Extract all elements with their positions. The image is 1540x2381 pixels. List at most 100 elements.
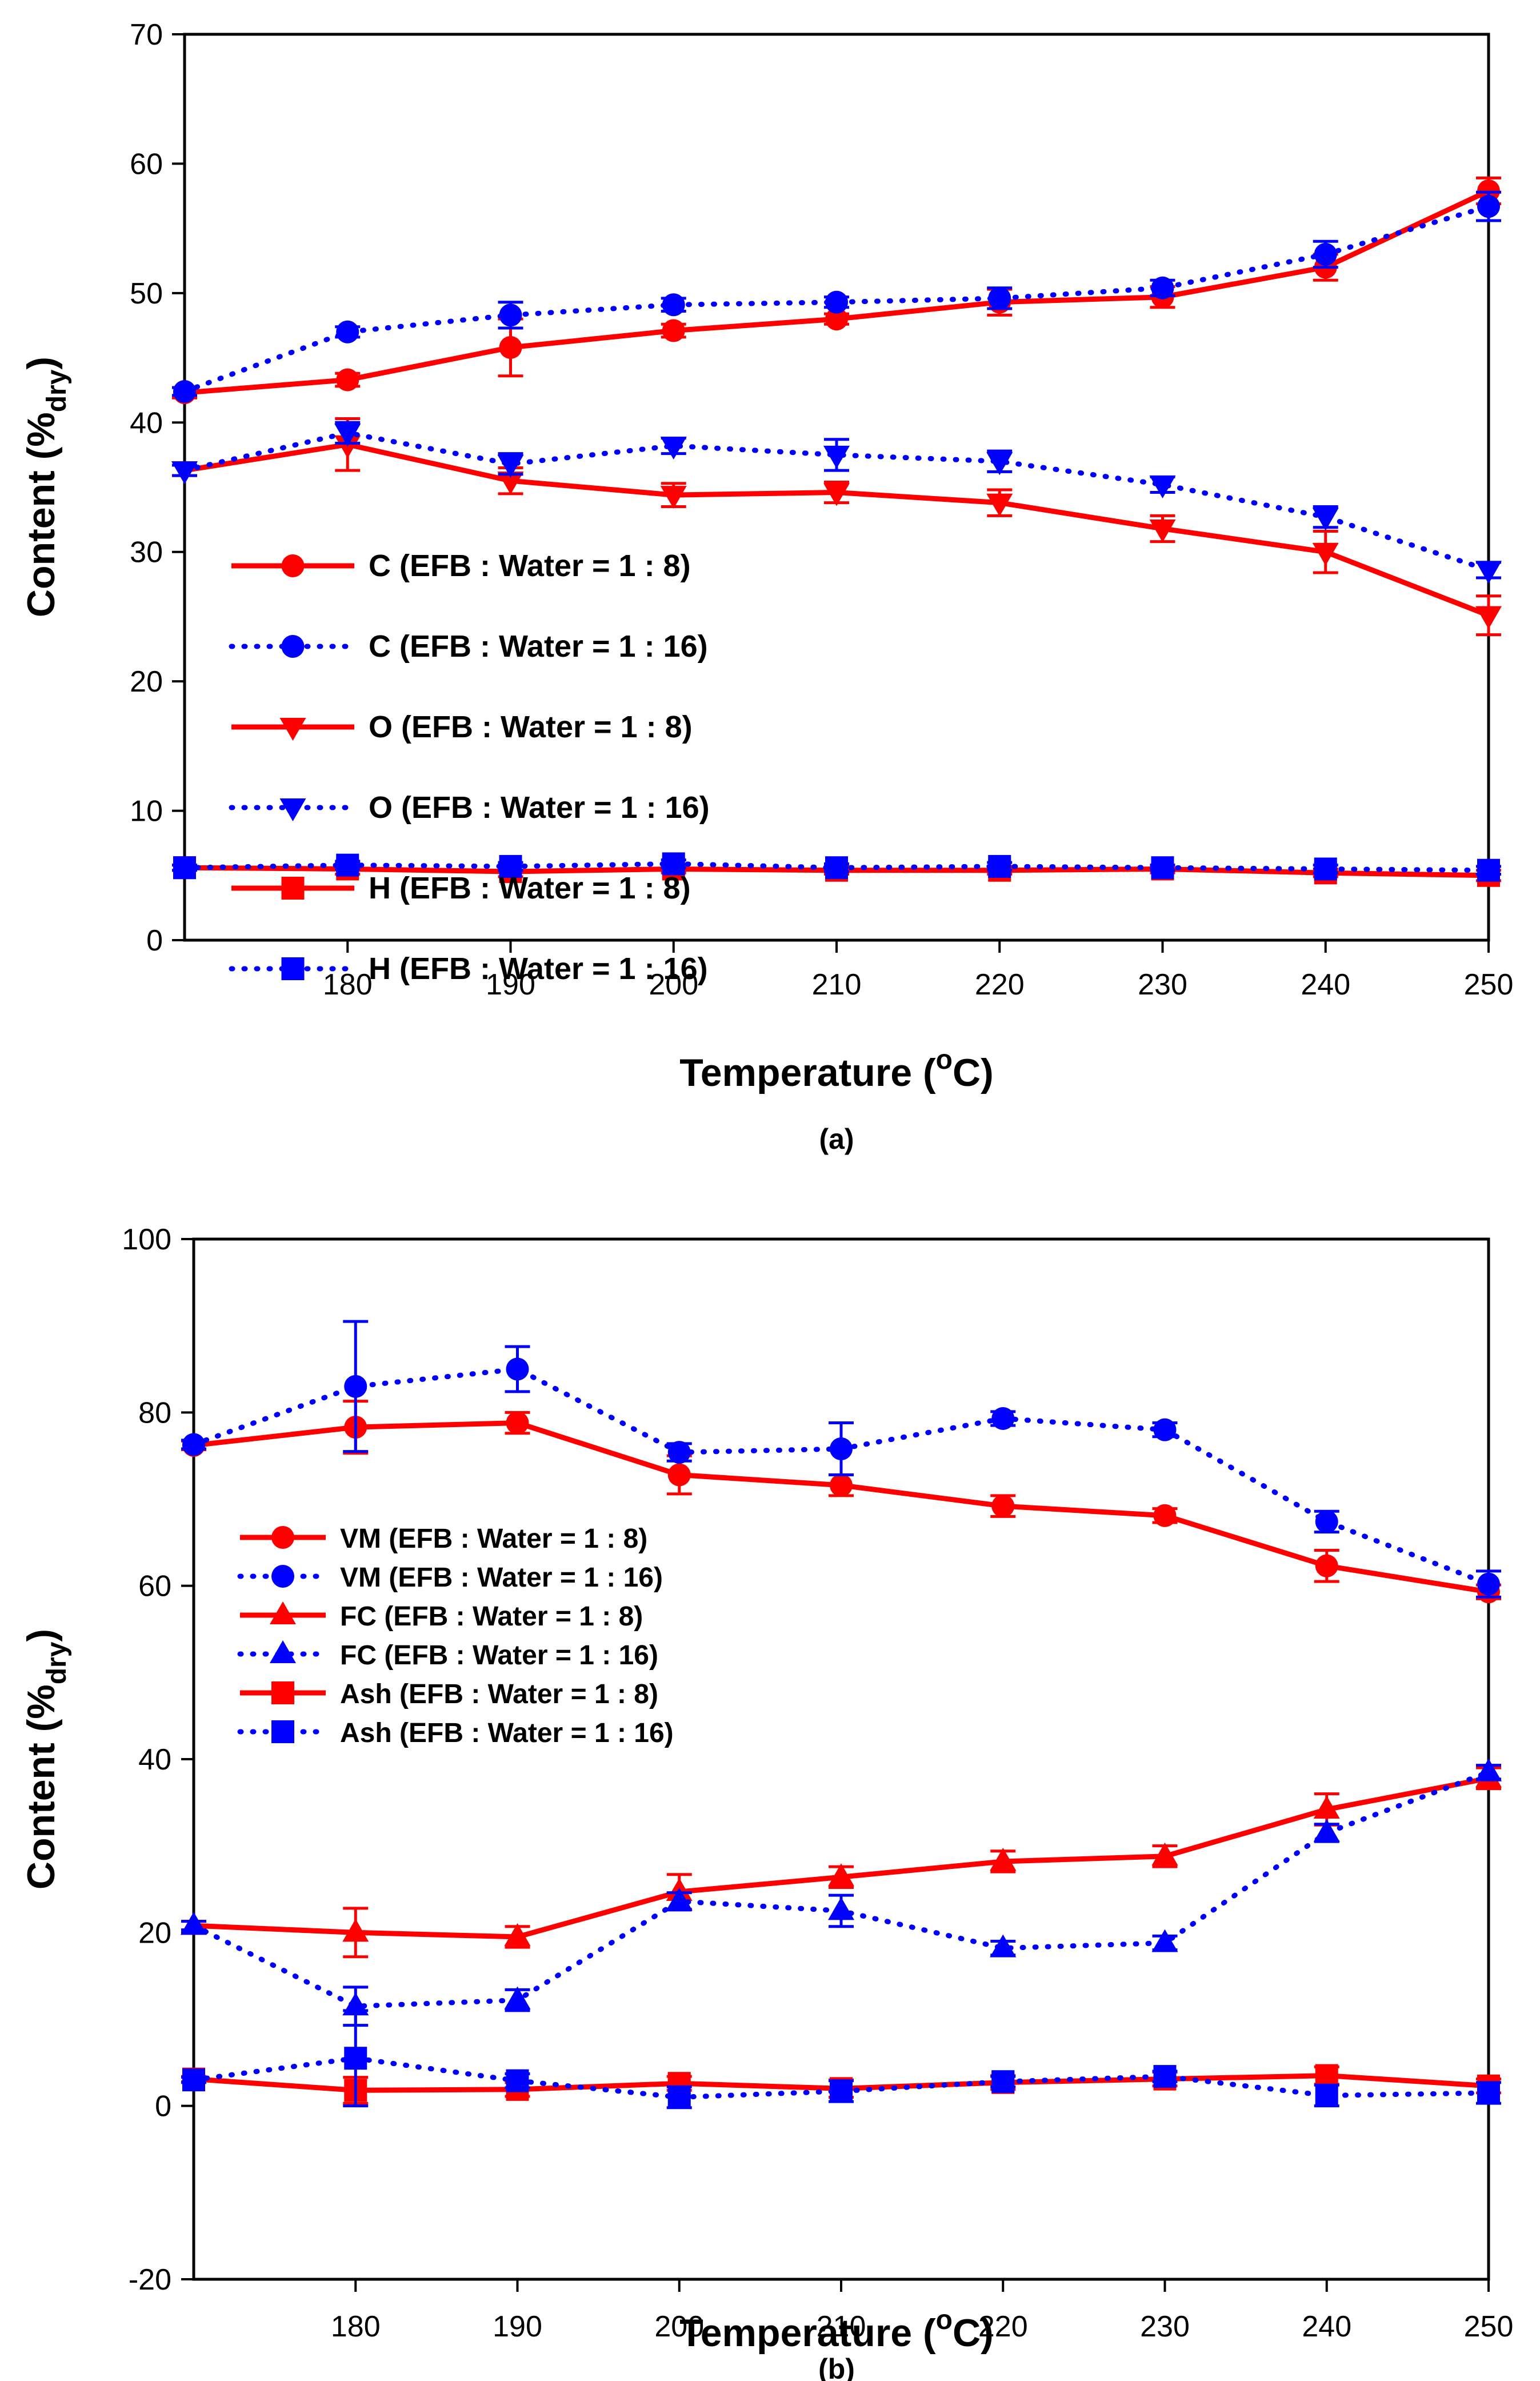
- data-point: [499, 335, 522, 359]
- y-tick-label: 40: [138, 1743, 171, 1776]
- x-tick-label: 230: [1138, 968, 1187, 1001]
- series-line: [191, 1769, 1491, 2009]
- caption-a: (a): [819, 1123, 854, 1155]
- x-tick-label: 230: [1140, 2310, 1190, 2343]
- data-point: [988, 854, 1011, 878]
- x-tick-label: 210: [817, 2310, 866, 2343]
- data-point: [173, 379, 196, 403]
- data-point: [990, 1847, 1017, 1871]
- data-point: [336, 320, 359, 343]
- legend-marker: [270, 1640, 296, 1663]
- x-tick-label: 200: [654, 2310, 704, 2343]
- data-point: [1477, 2081, 1500, 2104]
- data-point: [1151, 1929, 1178, 1952]
- y-tick-label: 80: [138, 1396, 171, 1429]
- data-point: [830, 1437, 853, 1461]
- data-point: [1477, 858, 1500, 882]
- data-point: [1313, 1795, 1340, 1819]
- data-point: [991, 2070, 1015, 2094]
- data-point: [342, 1919, 369, 1942]
- data-point: [662, 852, 685, 876]
- y-tick-label: 40: [130, 406, 163, 440]
- legend-marker: [271, 1720, 294, 1743]
- data-point: [1315, 1510, 1338, 1533]
- data-point: [1315, 1554, 1338, 1577]
- y-tick-label: -20: [129, 2263, 171, 2296]
- data-point: [1475, 606, 1502, 629]
- x-tick-label: 240: [1301, 968, 1350, 1001]
- axis-ticks-a: 180 190 200 210 220 230 240 250 0 10 20 30 40 50 60 70: [130, 18, 1513, 1001]
- data-point: [830, 2079, 853, 2103]
- data-point: [497, 472, 524, 495]
- legend-b: VM (EFB : Water = 1 : 8) VM (EFB : Water …: [237, 1524, 674, 1748]
- data-point: [991, 1407, 1015, 1430]
- data-point: [171, 461, 198, 485]
- data-point: [986, 493, 1013, 517]
- data-point: [662, 293, 685, 317]
- data-point: [499, 854, 522, 878]
- data-point: [667, 1463, 691, 1487]
- legend-label: H (EFB : Water = 1 : 8): [369, 871, 691, 905]
- data-point: [667, 2086, 691, 2109]
- series-a-1: [172, 190, 1501, 403]
- legend-label: Ash (EFB : Water = 1 : 8): [340, 1679, 658, 1709]
- legend-marker: [271, 1565, 294, 1588]
- legend-label: C (EFB : Water = 1 : 8): [369, 549, 691, 583]
- legend-marker: [270, 1601, 296, 1624]
- series-group-a: [171, 176, 1502, 887]
- x-tick-label: 210: [812, 968, 862, 1001]
- y-tick-label: 100: [122, 1223, 171, 1256]
- data-point: [1313, 1819, 1340, 1842]
- data-point: [986, 452, 1013, 476]
- legend-label: Ash (EFB : Water = 1 : 16): [340, 1718, 674, 1748]
- legend-marker: [281, 635, 305, 658]
- legend-label: VM (EFB : Water = 1 : 8): [340, 1524, 647, 1554]
- data-point: [828, 1863, 854, 1887]
- y-tick-label: 0: [146, 924, 163, 957]
- data-point: [1312, 508, 1339, 531]
- data-point: [344, 1375, 367, 1398]
- y-tick-label: 20: [138, 1916, 171, 1949]
- data-point: [660, 486, 687, 509]
- x-axis-title-b: Temperature (oC): [679, 2305, 994, 2355]
- x-tick-label: 220: [975, 968, 1025, 1001]
- series-a-5: [172, 852, 1501, 882]
- legend-marker: [281, 877, 305, 900]
- x-tick-label: 250: [1464, 2310, 1514, 2343]
- data-point: [506, 1411, 529, 1435]
- data-point: [497, 454, 524, 478]
- y-tick-label: 60: [130, 147, 163, 181]
- data-point: [990, 1934, 1017, 1957]
- data-point: [660, 437, 687, 460]
- data-point: [988, 286, 1011, 310]
- data-point: [1475, 561, 1502, 584]
- data-point: [991, 1495, 1015, 1518]
- legend-marker: [279, 718, 306, 741]
- data-point: [1314, 857, 1337, 881]
- data-point: [823, 445, 850, 469]
- data-point: [825, 290, 848, 314]
- data-point: [1151, 276, 1174, 299]
- series-b-3: [181, 1758, 1502, 2027]
- series-b-2: [181, 1764, 1502, 1959]
- data-point: [1153, 1504, 1177, 1527]
- y-tick-label: 60: [138, 1570, 171, 1603]
- data-point: [1149, 475, 1176, 498]
- x-tick-label: 190: [486, 968, 535, 1001]
- data-point: [825, 307, 848, 331]
- legend-marker: [271, 1526, 294, 1549]
- data-point: [1315, 2084, 1338, 2107]
- data-point: [506, 2069, 529, 2092]
- data-point: [334, 424, 361, 447]
- chart-a: 180 190 200 210 220 230 240 250010203040506070 …: [19, 18, 1513, 1155]
- data-point: [182, 1433, 205, 1456]
- data-point: [173, 856, 196, 880]
- legend-marker: [281, 554, 305, 577]
- data-point: [181, 1912, 207, 1935]
- y-axis-title-a: Content (%dry): [19, 357, 72, 617]
- series-group-b: [181, 1320, 1502, 2110]
- x-tick-label: 200: [649, 968, 698, 1001]
- legend-marker: [281, 957, 305, 980]
- chart-b: 180 190 200 210 220 230 240 250-20020406080100 …: [19, 1223, 1513, 2381]
- data-point: [506, 1357, 529, 1381]
